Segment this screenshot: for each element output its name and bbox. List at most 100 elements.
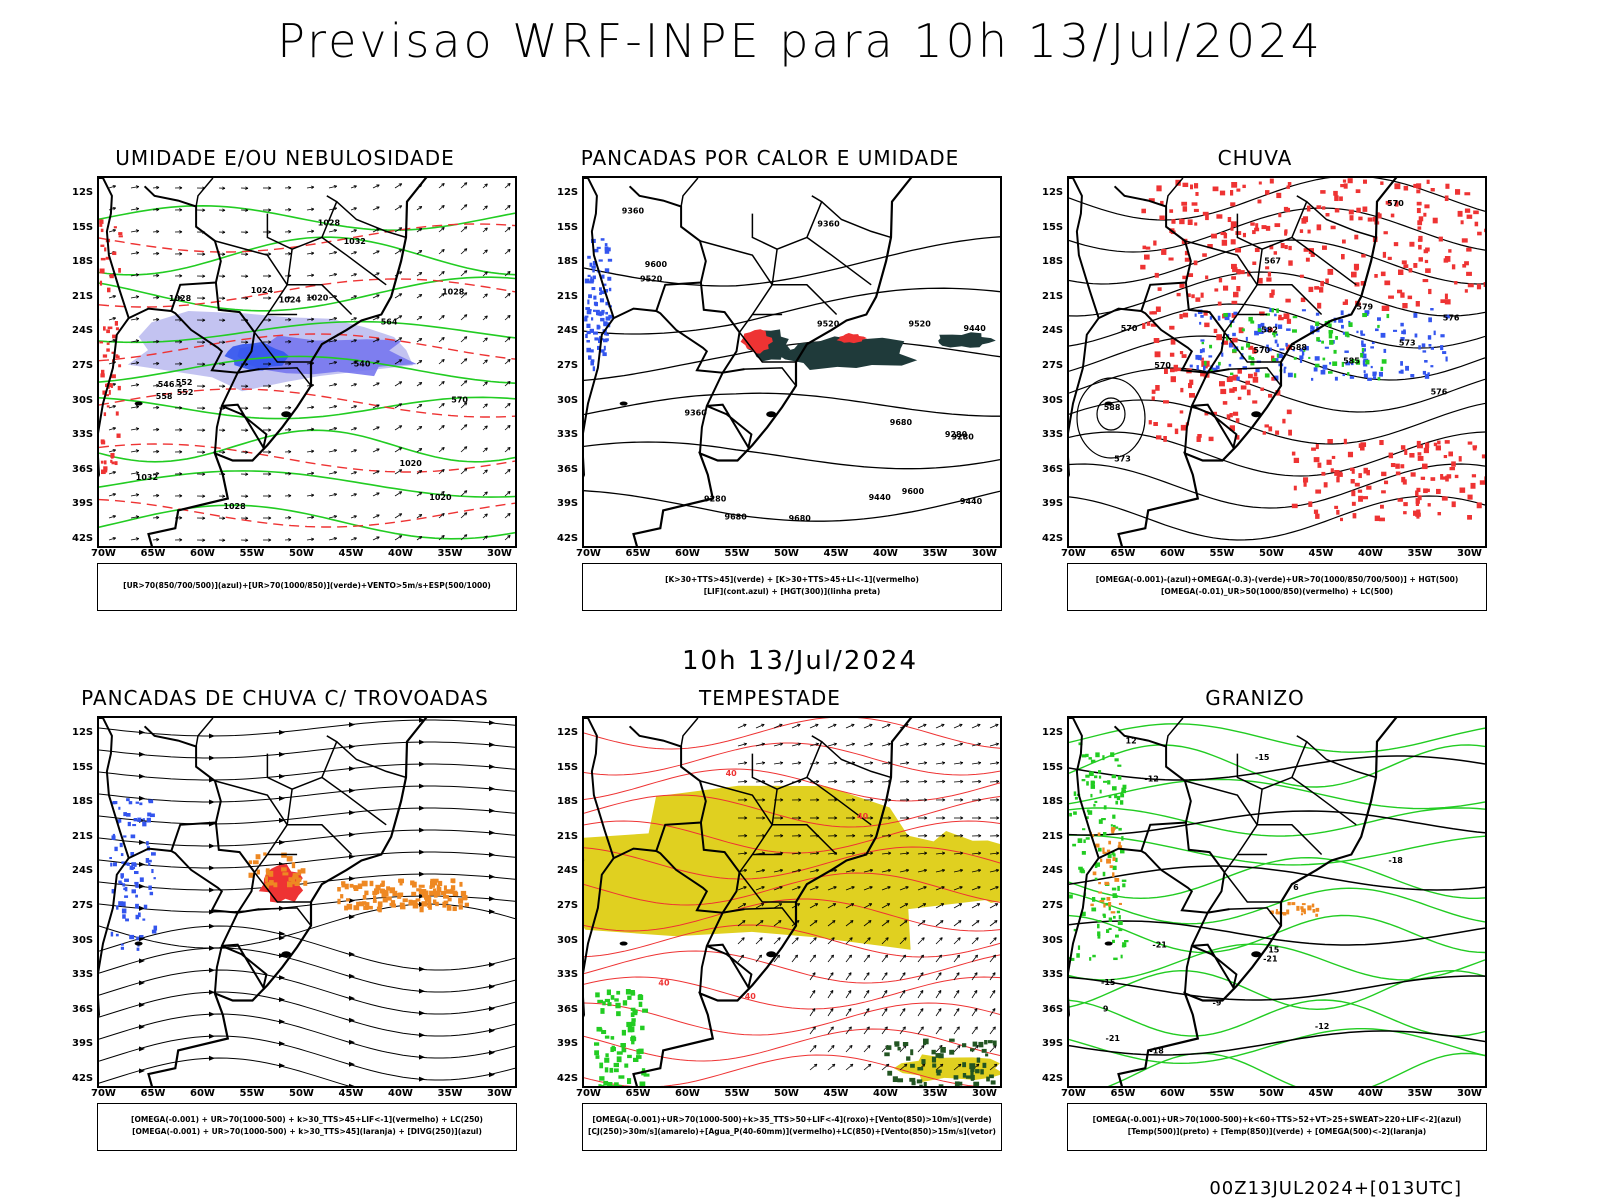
latitude-tick-label: 24S xyxy=(1042,865,1064,877)
contour-label: 552 xyxy=(177,388,194,397)
streamline-250 xyxy=(99,947,515,993)
contour-label: 9440 xyxy=(960,497,983,506)
humidity-1000-850-contour xyxy=(99,204,515,232)
contour-label: 9360 xyxy=(685,409,708,418)
longitude-tick-label: 70W xyxy=(1061,1088,1086,1099)
longitude-tick-label: 35W xyxy=(437,1088,463,1099)
latitude-tick-label: 42S xyxy=(72,533,94,544)
longitude-tick-label: 50W xyxy=(289,548,314,559)
latitude-tick-label: 30S xyxy=(1042,934,1064,946)
latitude-tick-label: 42S xyxy=(557,1073,579,1084)
latitude-tick-label: 24S xyxy=(557,865,579,877)
contour-label: 9360 xyxy=(622,206,645,215)
longitude-tick-label: 60W xyxy=(1160,548,1185,559)
streamline-250 xyxy=(99,807,515,825)
contour-label: 1028 xyxy=(223,502,246,511)
longitude-tick-label: 70W xyxy=(91,1088,116,1099)
map-boundaries xyxy=(99,178,428,546)
map-boundaries xyxy=(99,718,428,1086)
main-title: Previsao WRF-INPE para 10h 13/Jul/2024 xyxy=(277,14,1323,68)
latitude-tick-label: 30S xyxy=(1042,394,1064,406)
contour-label: 9520 xyxy=(817,320,840,329)
longitude-tick-label: 65W xyxy=(625,548,651,559)
streamline-850 xyxy=(584,898,1000,932)
wind-850-strong xyxy=(594,989,650,1086)
contour-label: 12 xyxy=(1126,737,1137,746)
longitude-tick-label: 70W xyxy=(576,548,601,559)
streamline-850 xyxy=(584,794,1000,828)
temp-850-dense xyxy=(1069,742,1129,961)
run-footer: 00Z13JUL2024+[013UTC] xyxy=(1209,1178,1462,1199)
legend-line: [OMEGA(-0.001) + UR>70(1000-500) + k>30_… xyxy=(131,1115,483,1124)
latitude-tick-label: 24S xyxy=(1042,325,1064,337)
hgt500-contour xyxy=(1069,463,1485,509)
latitude-tick-label: 33S xyxy=(1042,969,1064,981)
legend-line: [OMEGA(-0.001)-(azul)+OMEGA(-0.3)-(verde… xyxy=(1095,575,1459,584)
longitude-tick-label: 60W xyxy=(190,548,215,559)
hgt300-contour xyxy=(584,340,1000,382)
humidity-1000-850-contour xyxy=(99,355,515,384)
map-plot: 9680 9680 9600 9680 9520 9600 9520 9440 9360 9440… xyxy=(582,176,1002,548)
longitude-tick-label: 50W xyxy=(774,548,799,559)
omega-ur50-area xyxy=(1140,178,1293,442)
legend-line: [K>30+TTS>45](verde) + [K>30+TTS>45+LI<-… xyxy=(665,575,919,584)
streamline-250 xyxy=(99,1035,515,1081)
contour-label: 9360 xyxy=(817,220,840,229)
longitude-tick-label: 55W xyxy=(724,548,750,559)
longitude-tick-label: 70W xyxy=(91,548,116,559)
contour-label: 588 xyxy=(1104,403,1121,412)
contour-labels: 9680 9680 9600 9680 9520 9600 9520 9440 9360 9440… xyxy=(622,206,986,522)
legend-box: [OMEGA(-0.001)+UR>70(1000-500)+k<60+TTS>… xyxy=(1067,1103,1487,1151)
latitude-tick-label: 18S xyxy=(72,796,94,808)
contour-label: 540 xyxy=(354,359,371,368)
streamline-250 xyxy=(99,1057,351,1086)
humidity-core xyxy=(224,341,289,371)
k-tts-area xyxy=(938,332,996,348)
latitude-tick-label: 39S xyxy=(557,498,579,510)
latitude-tick-label: 39S xyxy=(557,1038,579,1050)
longitude-tick-label: 60W xyxy=(675,1088,700,1099)
temp-850-contour xyxy=(1069,744,1485,788)
contour-label: -15 xyxy=(1255,753,1270,762)
latitude-tick-label: 39S xyxy=(72,1038,94,1050)
hgt300-contour xyxy=(584,287,1000,335)
contour-label: 576 xyxy=(1431,387,1448,396)
contour-label: 40 xyxy=(726,769,738,778)
legend-line: [LIF](cont.azul) + [HGT(300)](linha pret… xyxy=(703,587,881,596)
map-canvas: 40 40 40 40 xyxy=(584,718,1000,1086)
hgt300-contour xyxy=(584,236,1000,287)
contour-label: -18 xyxy=(1149,1046,1164,1055)
thickness-contour xyxy=(99,223,515,253)
contour-label: 1032 xyxy=(136,473,158,482)
thickness-contour xyxy=(99,443,515,473)
contour-labels: -9 -12 -12 -15 -15 -18 -21 -21 -18 -21 12 15 9 6 xyxy=(1101,737,1403,1056)
longitude-tick-label: 40W xyxy=(1358,1088,1383,1099)
streamline-250 xyxy=(99,719,515,737)
latitude-tick-label: 21S xyxy=(557,830,579,842)
latitude-tick-label: 27S xyxy=(72,900,94,911)
k-tts-area xyxy=(776,336,918,370)
contour-label: 564 xyxy=(381,318,398,327)
panel-title: PANCADAS DE CHUVA C/ TROVOADAS xyxy=(81,686,489,710)
longitude-tick-label: 65W xyxy=(140,548,166,559)
longitude-tick-label: 65W xyxy=(625,1088,651,1099)
li-unstable-area xyxy=(740,329,773,354)
panel-umidade: UMIDADE E/OU NEBULOSIDADE 1024 1020 1020 102… xyxy=(0,146,520,636)
latitude-tick-label: 21S xyxy=(72,830,94,842)
map-plot: 40 40 40 40 xyxy=(582,716,1002,1088)
thickness-contour xyxy=(99,388,515,418)
latitude-tick-label: 18S xyxy=(1042,256,1064,268)
jet-stream-250 xyxy=(915,831,1000,903)
omega-500-area xyxy=(1269,902,1320,917)
longitude-tick-label: 60W xyxy=(675,548,700,559)
longitude-tick-label: 40W xyxy=(873,1088,898,1099)
longitude-tick-label: 40W xyxy=(873,548,898,559)
humidity-1000-850-contour xyxy=(99,396,515,420)
latitude-tick-label: 36S xyxy=(557,463,579,475)
humidity-1000-850-contour xyxy=(99,276,515,312)
contour-label: 558 xyxy=(156,392,173,401)
longitude-tick-label: 45W xyxy=(1308,1088,1334,1099)
latitude-tick-label: 30S xyxy=(557,934,579,946)
contour-label: 9440 xyxy=(869,493,892,502)
longitude-tick-label: 70W xyxy=(1061,548,1086,559)
